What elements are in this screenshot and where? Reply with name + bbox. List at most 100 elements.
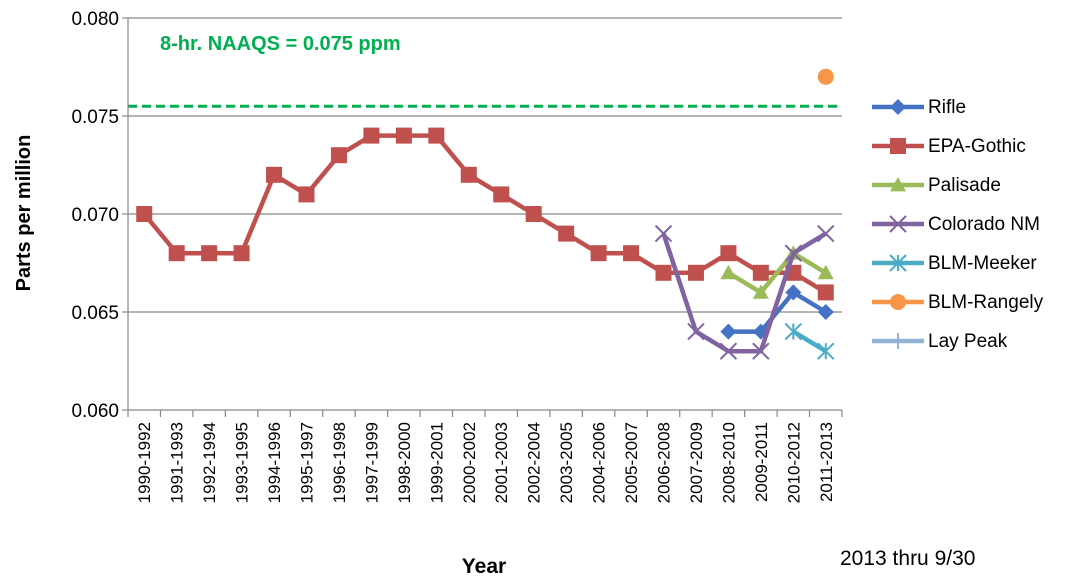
legend-item-blm-meeker: BLM-Meeker [870,248,1065,287]
data-point [655,264,672,281]
data-point [428,127,445,144]
data-point [817,68,834,85]
data-point [654,224,673,243]
series-rifle [720,284,834,340]
legend-item-rifle: Rifle [870,92,1065,131]
data-point [136,206,153,222]
data-point [525,206,542,222]
legend-label: Lay Peak [928,331,1008,352]
series-blm-meeker [784,322,835,360]
x-tick-label: 2002-2004 [525,422,544,503]
data-point [558,225,575,242]
data-point [590,245,607,262]
legend-swatch [872,138,924,154]
data-point [817,264,834,280]
axes: 0.060 0.065 0.070 0.075 0.080 1990-1992 1991-1… [71,9,843,503]
series-blm-rangely [817,68,834,85]
legend-label: BLM-Meeker [928,253,1037,274]
x-tick-label: 1992-1994 [200,422,219,503]
data-point [720,323,737,340]
x-tick-label: 2010-2012 [784,422,803,503]
data-point [817,342,835,360]
series-line [792,329,827,354]
legend-label: Rifle [928,97,967,118]
reference-line-group: 8-hr. NAAQS = 0.075 ppm [128,33,842,108]
legend-marker [890,99,906,115]
x-tick-label: 1999-2001 [427,422,446,503]
legend-item-colorado-nm: Colorado NM [870,209,1065,248]
x-tick-label: 2005-2007 [622,422,641,503]
x-tick-label: 2007-2009 [687,422,706,503]
legend-swatch [872,333,924,349]
x-tick-label: 2000-2002 [460,422,479,503]
legend-marker [890,333,906,349]
data-point [395,127,412,144]
series-epa-gothic [136,127,834,301]
data-point [687,264,704,281]
data-point [720,245,737,262]
data-point [719,342,738,360]
y-tick-label: 0.075 [71,107,119,128]
x-tick-label: 2008-2010 [719,422,738,503]
x-tick-label: 2001-2003 [492,422,511,503]
legend-marker [890,138,906,154]
data-point [752,284,769,299]
data-point [460,166,477,183]
series-line [661,231,827,354]
y-tick-label: 0.060 [71,401,119,422]
x-tick-label: 2004-2006 [590,422,609,503]
data-point [817,224,835,243]
x-tick-label: 1997-1999 [362,422,381,503]
legend-marker [889,254,907,272]
legend-marker [890,177,906,192]
x-tick-label: 2006-2008 [655,422,674,503]
x-tick-label: 2009-2011 [752,422,771,502]
series-line [142,133,827,295]
series-group [136,68,835,360]
legend-swatch [872,215,924,233]
legend-swatch [872,254,924,272]
data-point [298,186,315,203]
data-point [784,322,803,341]
x-tick-label: 1991-1993 [168,422,187,503]
legend-swatch [872,99,924,115]
data-point [266,166,283,183]
x-tick-label: 1995-1997 [298,422,317,503]
data-point [201,245,218,262]
x-tick-label: 1993-1995 [233,422,252,503]
y-tick-label: 0.070 [71,205,119,226]
x-tick-label: 1990-1992 [135,422,154,503]
data-point [752,342,770,360]
y-tick-label: 0.080 [71,9,119,30]
y-tick-label: 0.065 [71,303,119,324]
reference-line-label: 8-hr. NAAQS = 0.075 ppm [160,33,401,55]
legend-label: Palisade [928,175,1001,196]
x-tick-label: 2003-2005 [557,422,576,503]
data-point [784,244,803,262]
data-point [752,264,769,281]
legend-swatch [872,294,924,310]
legend-item-epa-gothic: EPA-Gothic [870,131,1065,170]
series-palisade [720,245,834,299]
gridlines [128,17,842,313]
legend-label: EPA-Gothic [928,136,1026,157]
legend: Rifle EPA-Gothic Palisade Colorado NM BLM-Me… [870,92,1065,365]
legend-item-blm-rangely: BLM-Rangely [870,287,1065,326]
data-point [785,284,802,301]
data-point [330,147,347,164]
footnote: 2013 thru 9/30 [840,547,976,570]
series-colorado-nm [654,224,835,360]
legend-marker [889,215,907,233]
data-point [363,127,380,144]
legend-marker [890,294,906,310]
x-tick-label: 2011-2013 [817,422,836,502]
data-point [168,245,185,262]
series-line [727,250,827,295]
data-point [720,264,737,280]
x-tick-label: 1996-1998 [330,422,349,503]
legend-item-lay-peak: Lay Peak [870,326,1065,365]
legend-swatch [872,177,924,192]
legend-label: BLM-Rangely [928,292,1044,313]
x-axis-label: Year [462,555,506,578]
x-tick-label: 1998-2000 [395,422,414,503]
